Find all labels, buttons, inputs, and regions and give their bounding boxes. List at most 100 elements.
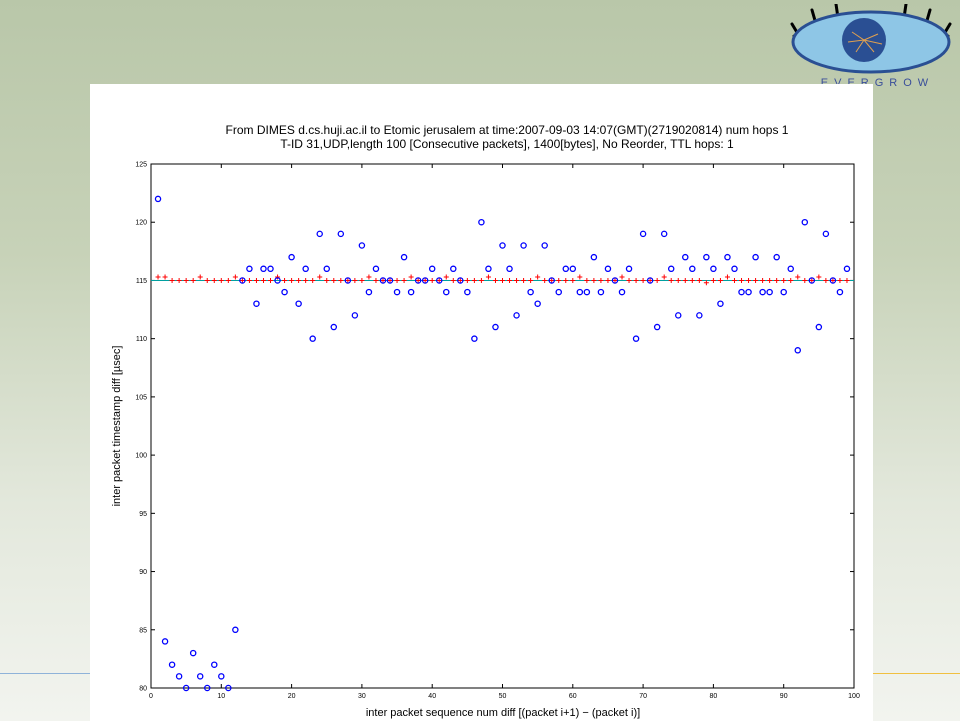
y-tick-label: 90 xyxy=(139,569,147,576)
data-point-plus xyxy=(352,277,358,283)
data-point-circle xyxy=(218,673,225,680)
series-circle-markers xyxy=(154,195,851,692)
data-point-circle xyxy=(513,312,520,319)
data-point-circle xyxy=(344,277,352,284)
x-tick-label: 70 xyxy=(639,693,647,700)
data-point-circle xyxy=(829,277,837,284)
data-point-circle xyxy=(710,265,717,273)
data-point-circle xyxy=(225,684,232,692)
data-point-plus xyxy=(373,277,379,283)
data-point-plus xyxy=(577,274,583,280)
data-point-plus xyxy=(162,274,168,280)
data-point-plus xyxy=(682,277,688,283)
data-point-circle xyxy=(583,288,591,296)
data-point-circle xyxy=(182,684,190,692)
data-point-plus xyxy=(647,277,653,283)
data-point-circle xyxy=(168,661,176,668)
data-point-plus xyxy=(408,274,414,280)
data-point-circle xyxy=(590,253,598,261)
data-point-circle xyxy=(611,277,619,284)
data-point-circle xyxy=(337,230,345,238)
data-point-circle xyxy=(534,300,541,307)
data-point-plus xyxy=(310,277,316,283)
x-tick-label: 60 xyxy=(569,693,577,700)
data-point-plus xyxy=(844,277,850,283)
data-point-circle xyxy=(808,277,816,284)
data-point-circle xyxy=(569,265,577,273)
data-point-circle xyxy=(372,265,380,273)
data-point-plus xyxy=(584,277,590,283)
data-point-circle xyxy=(351,312,359,319)
data-point-plus xyxy=(169,277,175,283)
data-point-circle xyxy=(682,253,689,261)
data-point-circle xyxy=(632,335,640,342)
chart-title: From DIMES d.cs.huji.ac.il to Etomic jer… xyxy=(226,123,789,137)
y-tick-label: 85 xyxy=(139,627,147,634)
data-point-plus xyxy=(303,277,309,283)
data-point-circle xyxy=(365,288,373,296)
data-point-circle xyxy=(639,230,647,238)
data-point-circle xyxy=(330,323,338,331)
data-point-circle xyxy=(604,265,612,273)
y-tick-label: 100 xyxy=(135,453,147,460)
data-point-circle xyxy=(379,277,387,284)
data-point-circle xyxy=(822,230,830,238)
data-point-circle xyxy=(815,323,823,331)
data-point-plus xyxy=(528,277,534,283)
data-point-circle xyxy=(393,288,401,296)
data-point-circle xyxy=(689,265,696,273)
data-point-circle xyxy=(731,265,738,273)
x-tick-label: 20 xyxy=(288,693,296,700)
data-point-plus xyxy=(612,277,618,283)
data-point-circle xyxy=(428,265,436,273)
data-point-circle xyxy=(316,230,323,238)
data-point-circle xyxy=(696,312,703,319)
slide-divider-right xyxy=(873,673,960,674)
data-point-plus xyxy=(507,277,513,283)
y-tick-label: 95 xyxy=(139,511,147,518)
x-tick-label: 80 xyxy=(710,693,718,700)
data-point-circle xyxy=(499,242,506,249)
data-point-circle xyxy=(203,684,211,692)
x-tick-label: 50 xyxy=(499,693,507,700)
chart-figure: From DIMES d.cs.huji.ac.il to Etomic jer… xyxy=(90,84,873,721)
data-point-circle xyxy=(471,335,478,342)
y-tick-label: 115 xyxy=(136,278,147,285)
data-point-plus xyxy=(338,277,344,283)
data-point-circle xyxy=(414,277,422,284)
data-point-circle xyxy=(653,323,661,331)
data-point-circle xyxy=(478,218,485,226)
data-point-circle xyxy=(801,218,809,226)
data-point-plus xyxy=(774,277,780,283)
data-point-circle xyxy=(675,312,682,319)
data-point-plus xyxy=(724,274,730,280)
data-point-circle xyxy=(232,626,239,634)
data-point-circle xyxy=(281,288,288,296)
data-point-plus xyxy=(275,274,281,280)
data-point-plus xyxy=(485,274,491,280)
data-point-circle xyxy=(435,277,443,284)
data-point-circle xyxy=(274,277,281,284)
data-point-plus xyxy=(464,277,470,283)
axis-ticks: 0 10 20 30 40 50 60 70 80 90 100 80 85 90 95 100 105 110 1… xyxy=(135,162,860,701)
data-point-plus xyxy=(591,277,597,283)
evergrow-logo xyxy=(790,4,952,74)
x-tick-label: 40 xyxy=(428,693,436,700)
data-point-circle xyxy=(597,288,605,296)
data-point-circle xyxy=(358,242,366,249)
data-point-circle xyxy=(773,253,780,261)
data-point-plus xyxy=(296,277,302,283)
data-point-circle xyxy=(548,277,555,284)
data-point-plus xyxy=(401,277,407,283)
data-point-circle xyxy=(646,277,654,284)
data-point-circle xyxy=(527,288,534,296)
data-point-circle xyxy=(464,288,471,296)
data-point-plus xyxy=(703,280,709,286)
data-point-circle xyxy=(562,265,570,273)
data-point-plus xyxy=(535,274,541,280)
data-point-circle xyxy=(175,673,183,680)
data-point-plus xyxy=(542,277,548,283)
data-point-circle xyxy=(246,265,253,273)
data-point-plus xyxy=(268,277,274,283)
data-point-circle xyxy=(161,638,169,645)
